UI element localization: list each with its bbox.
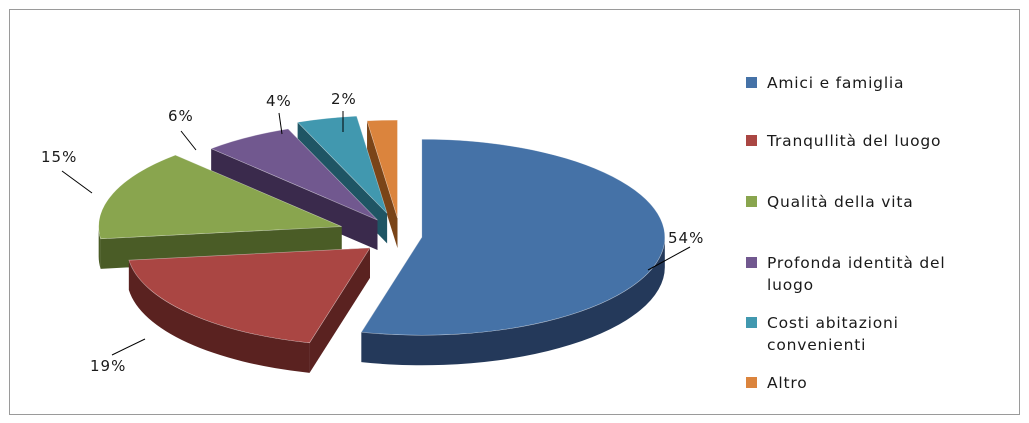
legend-swatch-altro bbox=[746, 377, 757, 388]
slice-wall-altro-start bbox=[367, 120, 398, 249]
slice-rim-amici-e-famiglia bbox=[361, 237, 665, 366]
legend-label-profonda-identit-del-luogo: Profonda identità del luogo bbox=[767, 254, 946, 294]
legend-swatch-profonda-identit-del-luogo bbox=[746, 257, 757, 268]
slice-top-tranqullit-del-luogo bbox=[128, 247, 371, 344]
slice-rim-tranqullit-del-luogo bbox=[128, 260, 310, 373]
slice-amici-e-famiglia bbox=[360, 138, 666, 366]
slice-rim-qualit-della-vita bbox=[98, 226, 101, 269]
percentage-labels: 54% 19% 15% 6% 4% 2% bbox=[41, 90, 704, 375]
slice-altro bbox=[366, 119, 398, 249]
legend-swatch-tranqullit-del-luogo bbox=[746, 135, 757, 146]
slice-top-profonda-identit-del-luogo bbox=[210, 128, 378, 221]
legend-swatch-qualit-della-vita bbox=[746, 196, 757, 207]
data-label-qualit-della-vita: 15% bbox=[41, 148, 77, 166]
legend-label-amici-e-famiglia: Amici e famiglia bbox=[767, 74, 904, 92]
legend-item-qualit-della-vita: Qualità della vita bbox=[746, 193, 914, 211]
slice-tranqullit-del-luogo bbox=[128, 247, 371, 373]
slice-top-amici-e-famiglia bbox=[360, 138, 666, 336]
legend-item-costi-abitazioni-convenienti: Costi abitazioni convenienti bbox=[746, 314, 899, 354]
leader-line-tranqullit-del-luogo bbox=[111, 338, 146, 356]
leader-line-costi-abitazioni-convenienti bbox=[278, 112, 283, 135]
legend-label-qualit-della-vita: Qualità della vita bbox=[767, 193, 914, 211]
slice-top-altro bbox=[366, 119, 398, 219]
legend-item-amici-e-famiglia: Amici e famiglia bbox=[746, 74, 904, 92]
legend-swatch-costi-abitazioni-convenienti bbox=[746, 317, 757, 328]
data-label-profonda-identit-del-luogo: 6% bbox=[168, 107, 194, 125]
slice-wall-tranqullit-del-luogo-start bbox=[309, 247, 370, 373]
data-label-amici-e-famiglia: 54% bbox=[668, 229, 704, 247]
leader-line-profonda-identit-del-luogo bbox=[180, 130, 197, 151]
data-label-costi-abitazioni-convenienti: 4% bbox=[266, 92, 292, 110]
legend: Amici e famiglia Tranqullità del luogo Qua… bbox=[746, 74, 946, 392]
leader-line-qualit-della-vita bbox=[61, 170, 93, 194]
legend-label-costi-abitazioni-convenienti: Costi abitazioni convenienti bbox=[767, 314, 899, 354]
data-label-tranqullit-del-luogo: 19% bbox=[90, 357, 126, 375]
legend-swatch-amici-e-famiglia bbox=[746, 77, 757, 88]
leader-line-amici-e-famiglia bbox=[647, 246, 691, 271]
legend-label-tranqullit-del-luogo: Tranqullità del luogo bbox=[766, 132, 941, 150]
slice-qualit-della-vita bbox=[98, 154, 342, 269]
legend-item-profonda-identit-del-luogo: Profonda identità del luogo bbox=[746, 254, 946, 294]
legend-item-tranqullit-del-luogo: Tranqullità del luogo bbox=[746, 132, 941, 150]
legend-label-altro: Altro bbox=[767, 374, 808, 392]
slice-top-qualit-della-vita bbox=[98, 154, 342, 240]
slice-top-costi-abitazioni-convenienti bbox=[296, 115, 388, 214]
legend-item-altro: Altro bbox=[746, 374, 808, 392]
leader-lines bbox=[61, 111, 691, 356]
pie-slices bbox=[98, 115, 666, 373]
data-label-altro: 2% bbox=[331, 90, 357, 108]
